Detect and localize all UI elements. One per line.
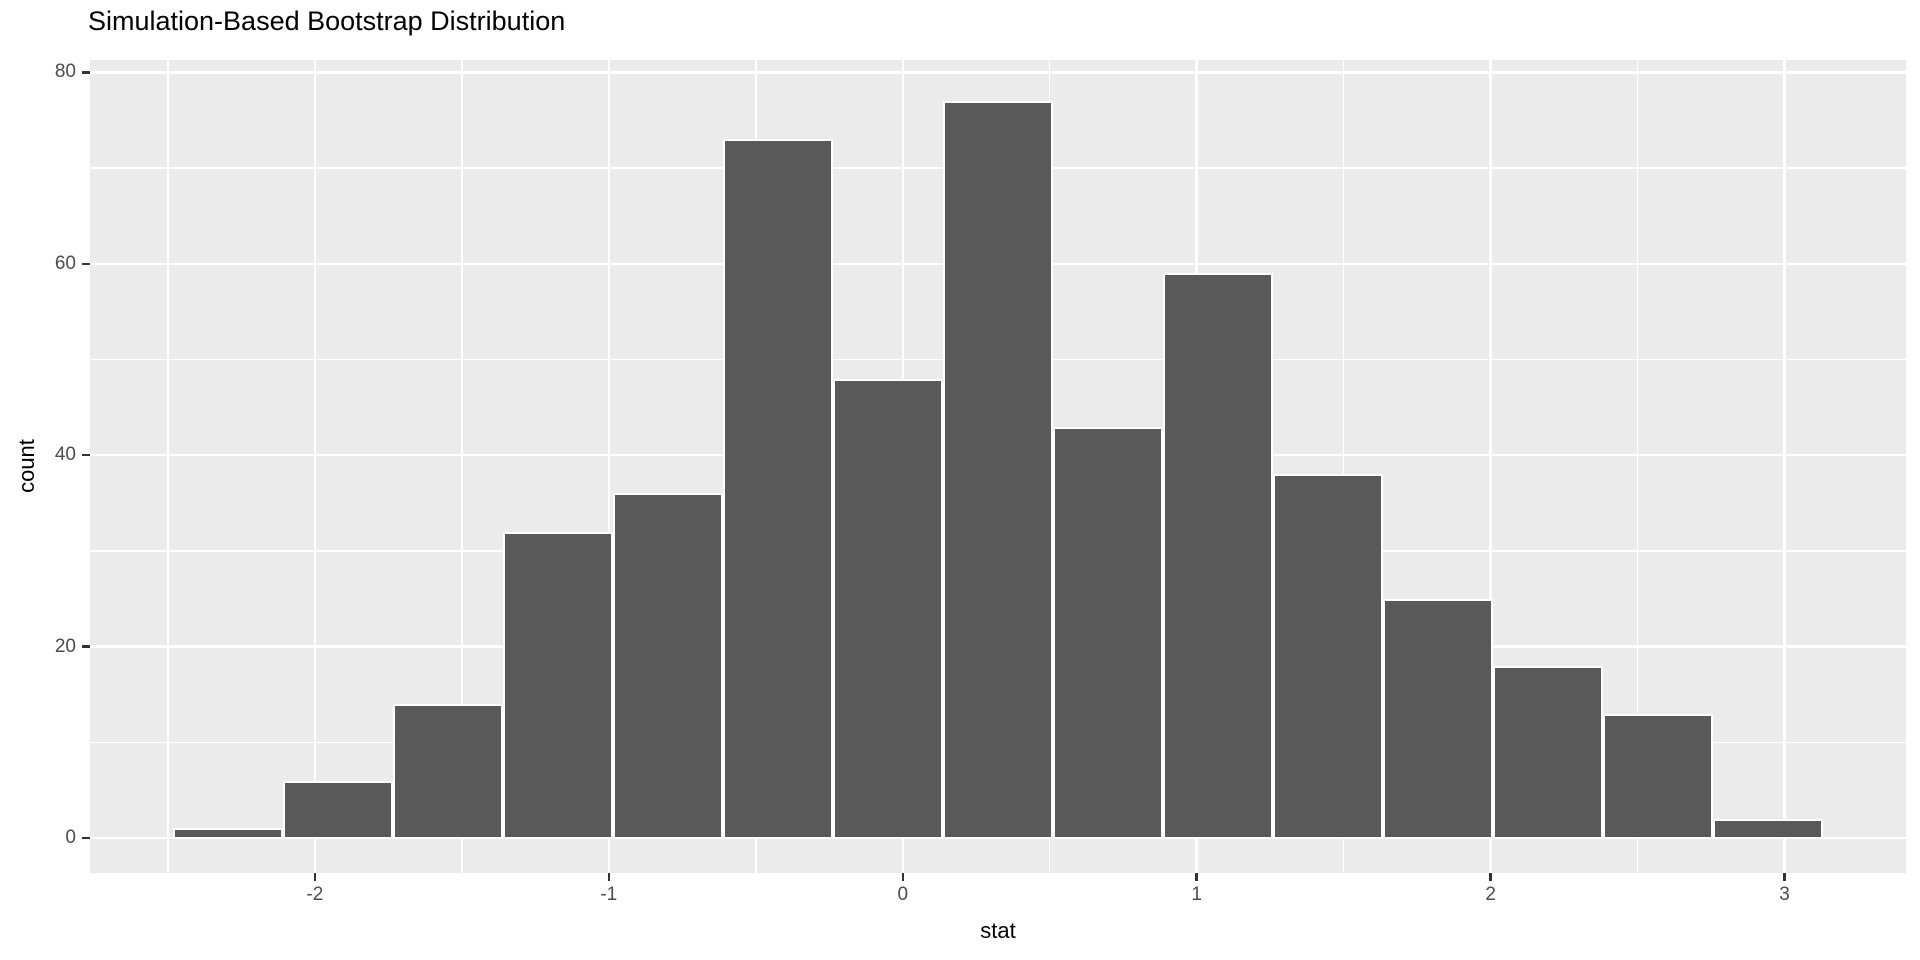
x-major-gridline xyxy=(1783,60,1786,873)
histogram-bar xyxy=(1272,474,1383,837)
x-tick-label: 2 xyxy=(1485,884,1496,905)
y-tick-mark xyxy=(82,262,90,266)
x-tick-mark xyxy=(1195,873,1198,881)
y-tick-label: 20 xyxy=(54,635,76,657)
y-tick-label: 0 xyxy=(65,826,76,848)
plot-panel xyxy=(90,60,1906,873)
histogram-bar xyxy=(502,531,613,837)
histogram-bar xyxy=(942,101,1053,837)
x-minor-gridline xyxy=(1636,60,1639,873)
histogram-bar xyxy=(172,828,283,837)
x-tick-label: -2 xyxy=(306,884,324,905)
x-tick-mark xyxy=(901,873,904,881)
x-major-gridline xyxy=(1489,60,1492,873)
y-tick-mark xyxy=(82,453,90,457)
y-axis-title: count xyxy=(14,439,39,493)
chart-title: Simulation-Based Bootstrap Distribution xyxy=(88,6,566,36)
x-minor-gridline xyxy=(1342,60,1345,873)
x-major-gridline xyxy=(313,60,317,873)
y-tick-label: 40 xyxy=(54,444,76,466)
histogram-bar xyxy=(1712,818,1823,837)
y-tick-mark xyxy=(82,836,90,840)
y-major-gridline xyxy=(90,836,1906,840)
y-tick-label: 60 xyxy=(54,252,76,274)
histogram-bar xyxy=(392,704,503,837)
x-minor-gridline xyxy=(167,60,169,873)
x-tick-mark xyxy=(607,873,611,881)
y-major-gridline xyxy=(90,71,1906,74)
x-tick-label: -1 xyxy=(600,884,618,905)
x-tick-mark xyxy=(1489,873,1492,881)
y-tick-label: 80 xyxy=(54,61,76,83)
histogram-bar xyxy=(282,780,393,837)
x-tick-mark xyxy=(1783,873,1786,881)
histogram-bar xyxy=(612,493,723,837)
histogram-bar xyxy=(1602,713,1713,837)
y-tick-mark xyxy=(82,71,90,74)
x-tick-label: 3 xyxy=(1779,884,1790,905)
x-minor-gridline xyxy=(461,60,463,873)
x-axis-title: stat xyxy=(980,918,1016,943)
y-tick-mark xyxy=(82,645,90,648)
x-tick-mark xyxy=(313,873,317,881)
histogram-bar xyxy=(1382,598,1493,837)
x-tick-label: 0 xyxy=(897,884,909,905)
x-major-gridline xyxy=(607,60,611,873)
histogram-bar xyxy=(1052,426,1163,837)
histogram-bar xyxy=(1492,665,1603,837)
histogram-bar xyxy=(832,378,943,837)
histogram-bar xyxy=(1162,273,1273,837)
x-tick-label: 1 xyxy=(1191,884,1202,905)
histogram-bar xyxy=(722,139,833,837)
